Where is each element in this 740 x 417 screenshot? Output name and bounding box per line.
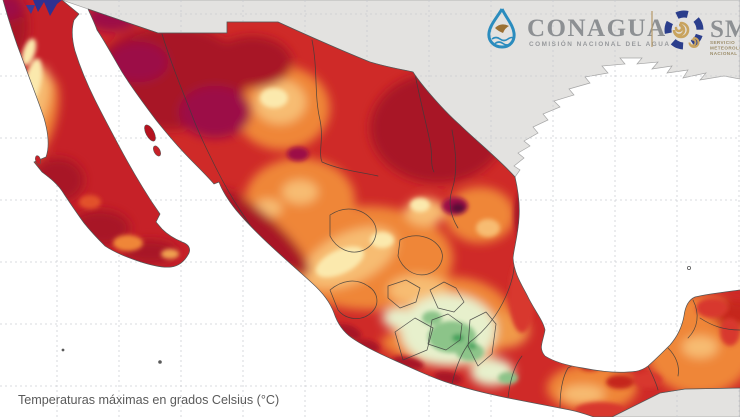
smn-subtitle-1: SERVICIO <box>710 40 735 45</box>
cold-peaks-navy <box>26 0 62 16</box>
conagua-subtitle: COMISIÓN NACIONAL DEL AGUA <box>529 39 671 48</box>
conagua-logo: CONAGUA COMISIÓN NACIONAL DEL AGUA <box>487 8 671 49</box>
water-drop-icon <box>487 8 516 49</box>
map-caption: Temperaturas máximas en grados Celsius (… <box>18 393 279 407</box>
state-boundaries <box>161 33 740 409</box>
smn-subtitle-2: METEOROLÓGICO <box>710 44 740 51</box>
smn-title-partial: SM <box>710 16 740 43</box>
islands <box>35 124 692 364</box>
conagua-title: CONAGUA <box>527 15 667 42</box>
smn-subtitle-3: NACIONAL <box>710 51 737 56</box>
